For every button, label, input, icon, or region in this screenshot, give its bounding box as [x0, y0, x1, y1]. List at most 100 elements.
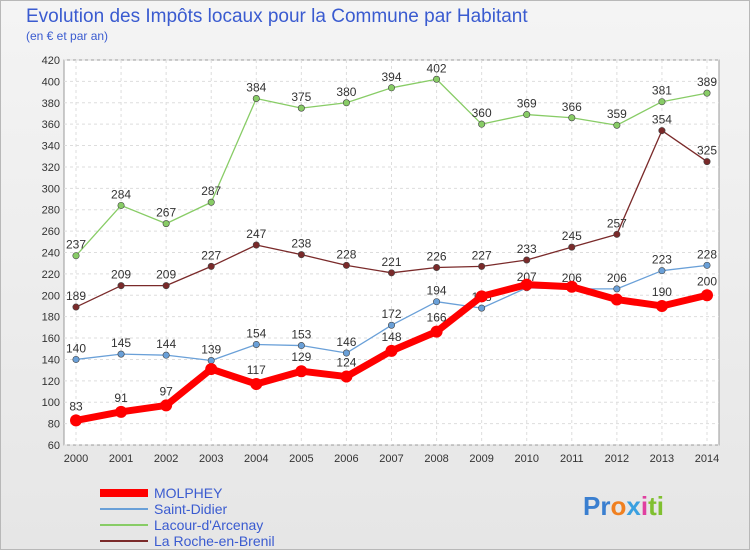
data-label: 228 [697, 247, 717, 261]
data-label: 190 [652, 285, 672, 299]
data-point [385, 344, 398, 357]
data-label: 117 [247, 363, 266, 377]
data-label: 394 [381, 70, 401, 84]
data-point [703, 89, 711, 97]
data-label: 154 [246, 326, 266, 340]
data-label: 83 [69, 399, 83, 413]
x-tick-label: 2014 [695, 453, 719, 465]
data-point [478, 304, 486, 312]
data-label: 380 [336, 85, 356, 99]
y-tick-label: 380 [42, 98, 60, 110]
grid [64, 59, 719, 446]
x-tick-label: 2001 [109, 453, 133, 465]
data-point [433, 298, 441, 306]
data-label: 228 [336, 247, 356, 261]
data-label: 166 [427, 311, 447, 325]
data-point [610, 293, 623, 306]
x-tick-label: 2007 [379, 453, 403, 465]
data-label: 375 [291, 90, 311, 104]
data-label: 247 [246, 227, 266, 241]
series-MOLPHEY: 83 91 97 117 129 124 148 166 190 200 [69, 274, 717, 427]
data-label: 207 [517, 270, 537, 284]
data-point [342, 99, 350, 107]
x-tick-label: 2000 [64, 453, 88, 465]
data-point [655, 299, 668, 312]
data-label: 91 [114, 391, 128, 405]
data-point [297, 104, 305, 112]
data-label: 227 [472, 248, 492, 262]
data-label: 189 [66, 289, 86, 303]
data-point [701, 289, 713, 302]
data-point [703, 158, 711, 166]
data-label: 223 [652, 253, 672, 267]
data-point [207, 357, 215, 365]
data-point [613, 230, 621, 238]
data-label: 245 [562, 229, 582, 243]
data-point [117, 282, 125, 290]
data-point [72, 252, 80, 260]
y-tick-label: 280 [42, 205, 60, 217]
x-tick-label: 2004 [244, 453, 268, 465]
data-label: 238 [291, 237, 311, 251]
x-tick-label: 2012 [605, 453, 629, 465]
data-point [433, 75, 441, 83]
data-label: 200 [697, 274, 717, 288]
y-tick-label: 160 [42, 333, 60, 345]
x-tick-label: 2006 [334, 453, 358, 465]
y-tick-label: 240 [42, 248, 60, 260]
data-point [387, 321, 395, 329]
data-point [430, 325, 443, 338]
data-point [387, 84, 395, 92]
y-tick-label: 80 [48, 419, 60, 431]
data-label: 284 [111, 187, 131, 201]
data-label: 172 [381, 307, 401, 321]
data-point [340, 370, 353, 383]
data-label: 144 [156, 337, 176, 351]
data-point [478, 262, 486, 270]
data-point [387, 269, 395, 277]
y-tick-label: 360 [42, 119, 60, 131]
data-point [658, 127, 666, 135]
data-label: 140 [66, 341, 86, 355]
legend-label: MOLPHEY [154, 485, 223, 501]
data-label: 148 [381, 330, 401, 344]
data-label: 359 [607, 107, 627, 121]
data-label: 145 [111, 336, 131, 350]
x-tick-label: 2005 [289, 453, 313, 465]
legend-label: La Roche-en-Brenil [154, 533, 275, 549]
data-label: 325 [697, 144, 717, 158]
data-label: 402 [427, 61, 447, 75]
data-point [70, 414, 82, 427]
series-La Roche-en-Brenil: 189 209 209 227 247 238 228 221 226 227 233 245 257 3… [66, 113, 717, 311]
data-point [523, 256, 531, 264]
data-label: 237 [66, 238, 86, 252]
chart-title: Evolution des Impôts locaux pour la Comm… [26, 6, 528, 27]
data-label: 360 [472, 106, 492, 120]
y-tick-label: 180 [42, 312, 60, 324]
legend-label: Saint-Didier [154, 501, 227, 517]
data-point [613, 285, 621, 293]
x-tick-label: 2002 [154, 453, 178, 465]
data-label: 384 [246, 81, 266, 95]
data-point [72, 303, 80, 311]
data-point [613, 121, 621, 129]
data-label: 221 [381, 255, 401, 269]
logo-letter: ti [648, 491, 664, 521]
data-point [658, 267, 666, 275]
data-point [205, 363, 218, 376]
x-tick-label: 2009 [469, 453, 493, 465]
data-point [568, 243, 576, 251]
data-point [252, 95, 260, 103]
data-point [162, 351, 170, 359]
data-point [478, 120, 486, 128]
chart-subtitle: (en € et par an) [26, 29, 108, 43]
data-point [117, 350, 125, 358]
data-label: 389 [697, 75, 717, 89]
logo-letter: Pr [583, 491, 610, 521]
data-point [342, 261, 350, 269]
logo-letter: i [641, 491, 648, 521]
data-label: 287 [201, 184, 221, 198]
data-label: 354 [652, 113, 672, 127]
